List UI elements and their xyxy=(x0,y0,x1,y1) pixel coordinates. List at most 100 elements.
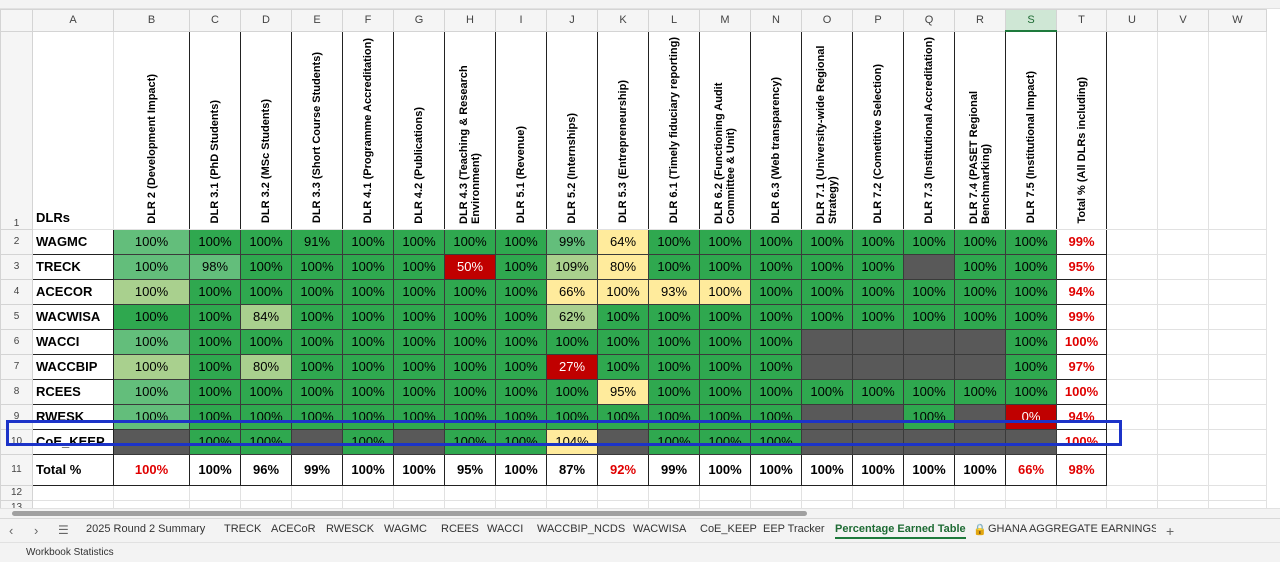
row-total-cell[interactable]: 97% xyxy=(1056,353,1107,380)
center-name-cell[interactable]: RCEES xyxy=(32,378,114,405)
percentage-cell[interactable]: 100% xyxy=(113,378,190,405)
percentage-cell[interactable]: 100% xyxy=(444,228,496,255)
percentage-cell[interactable]: 100% xyxy=(1005,353,1057,380)
column-total-cell[interactable]: 96% xyxy=(240,453,292,486)
percentage-cell[interactable]: 100% xyxy=(342,228,394,255)
empty-cell[interactable] xyxy=(1106,378,1158,405)
empty-cell[interactable] xyxy=(750,484,802,501)
tab-rcees[interactable]: RCEES xyxy=(441,523,479,535)
column-header-s[interactable]: S xyxy=(1005,9,1057,32)
percentage-cell[interactable]: 66% xyxy=(546,278,598,305)
percentage-cell[interactable]: 100% xyxy=(699,303,751,330)
tab-rwesck[interactable]: RWESCK xyxy=(326,523,375,535)
column-total-cell[interactable]: 98% xyxy=(1056,453,1107,486)
workbook-statistics-button[interactable]: Workbook Statistics xyxy=(26,547,114,558)
row-header[interactable]: 8 xyxy=(0,378,33,405)
percentage-cell[interactable]: 100% xyxy=(291,303,343,330)
empty-cell[interactable] xyxy=(1208,353,1267,380)
empty-cell[interactable] xyxy=(699,484,751,501)
column-total-cell[interactable]: 100% xyxy=(903,453,955,486)
dlr-header-cell[interactable]: DLR 5.1 (Revenue) xyxy=(495,30,547,230)
percentage-cell[interactable]: 100% xyxy=(852,228,904,255)
column-header-r[interactable]: R xyxy=(954,9,1006,32)
percentage-cell[interactable]: 100% xyxy=(1005,253,1057,280)
empty-cell[interactable] xyxy=(444,484,496,501)
percentage-cell[interactable]: 100% xyxy=(393,378,445,405)
row-total-cell[interactable]: 100% xyxy=(1056,428,1107,455)
percentage-cell[interactable]: 100% xyxy=(903,228,955,255)
percentage-cell[interactable] xyxy=(852,353,904,380)
empty-cell[interactable] xyxy=(1208,403,1267,430)
percentage-cell[interactable] xyxy=(801,328,853,355)
percentage-cell[interactable]: 100% xyxy=(699,378,751,405)
dlr-header-cell[interactable]: DLR 2 (Development Impact) xyxy=(113,30,190,230)
empty-cell[interactable] xyxy=(32,484,114,501)
percentage-cell[interactable]: 100% xyxy=(342,428,394,455)
percentage-cell[interactable] xyxy=(801,428,853,455)
percentage-cell[interactable]: 100% xyxy=(342,378,394,405)
percentage-cell[interactable]: 100% xyxy=(495,228,547,255)
empty-cell[interactable] xyxy=(1106,484,1158,501)
center-name-cell[interactable]: WAGMC xyxy=(32,228,114,255)
dlr-header-cell[interactable]: DLR 3.3 (Short Course Students) xyxy=(291,30,343,230)
column-header-c[interactable]: C xyxy=(189,9,241,32)
dlr-header-cell[interactable]: DLR 6.1 (Timely fiduciary reporting) xyxy=(648,30,700,230)
percentage-cell[interactable]: 100% xyxy=(852,303,904,330)
empty-cell[interactable] xyxy=(1208,228,1267,255)
center-name-cell[interactable]: WACWISA xyxy=(32,303,114,330)
percentage-cell[interactable]: 100% xyxy=(291,328,343,355)
column-total-cell[interactable]: 100% xyxy=(342,453,394,486)
percentage-cell[interactable]: 100% xyxy=(495,328,547,355)
empty-cell[interactable] xyxy=(1106,228,1158,255)
percentage-cell[interactable]: 100% xyxy=(648,253,700,280)
percentage-cell[interactable]: 100% xyxy=(954,253,1006,280)
empty-cell[interactable] xyxy=(1157,428,1209,455)
center-name-cell[interactable]: WACCI xyxy=(32,328,114,355)
empty-cell[interactable] xyxy=(852,484,904,501)
empty-cell[interactable] xyxy=(546,484,598,501)
center-name-cell[interactable]: WACCBIP xyxy=(32,353,114,380)
percentage-cell[interactable]: 100% xyxy=(495,303,547,330)
percentage-cell[interactable]: 100% xyxy=(495,403,547,430)
empty-cell[interactable] xyxy=(1106,303,1158,330)
empty-cell[interactable] xyxy=(1157,303,1209,330)
empty-cell[interactable] xyxy=(1157,328,1209,355)
percentage-cell[interactable]: 84% xyxy=(240,303,292,330)
percentage-cell[interactable]: 100% xyxy=(801,378,853,405)
column-total-cell[interactable]: 92% xyxy=(597,453,649,486)
empty-cell[interactable] xyxy=(113,484,190,501)
column-header-f[interactable]: F xyxy=(342,9,394,32)
percentage-cell[interactable]: 100% xyxy=(750,353,802,380)
percentage-cell[interactable]: 100% xyxy=(750,278,802,305)
percentage-cell[interactable]: 100% xyxy=(291,278,343,305)
row-header[interactable]: 4 xyxy=(0,278,33,305)
column-header-t[interactable]: T xyxy=(1056,9,1107,32)
empty-cell[interactable] xyxy=(801,484,853,501)
percentage-cell[interactable]: 100% xyxy=(189,303,241,330)
tab-2025-round-2-summary[interactable]: 2025 Round 2 Summary xyxy=(86,523,206,535)
percentage-cell[interactable]: 100% xyxy=(903,303,955,330)
percentage-cell[interactable] xyxy=(393,428,445,455)
percentage-cell[interactable] xyxy=(597,428,649,455)
dlr-header-cell[interactable]: DLR 3.1 (PhD Students) xyxy=(189,30,241,230)
percentage-cell[interactable]: 100% xyxy=(852,278,904,305)
dlr-header-cell[interactable]: DLR 5.3 (Entrepreneurship) xyxy=(597,30,649,230)
dlr-header-cell[interactable]: DLR 7.5 (Institutional Impact) xyxy=(1005,30,1057,230)
column-header-d[interactable]: D xyxy=(240,9,292,32)
column-header-a[interactable]: A xyxy=(32,9,114,32)
percentage-cell[interactable]: 100% xyxy=(546,403,598,430)
percentage-cell[interactable]: 100% xyxy=(291,353,343,380)
percentage-cell[interactable] xyxy=(954,428,1006,455)
percentage-cell[interactable]: 27% xyxy=(546,353,598,380)
percentage-cell[interactable]: 100% xyxy=(393,353,445,380)
percentage-cell[interactable]: 100% xyxy=(342,353,394,380)
percentage-cell[interactable]: 100% xyxy=(852,253,904,280)
column-header-i[interactable]: I xyxy=(495,9,547,32)
percentage-cell[interactable]: 100% xyxy=(852,378,904,405)
percentage-cell[interactable]: 93% xyxy=(648,278,700,305)
percentage-cell[interactable]: 100% xyxy=(801,228,853,255)
dlr-header-cell[interactable]: DLR 7.4 (PASET Regional Benchmarking) xyxy=(954,30,1006,230)
percentage-cell[interactable]: 95% xyxy=(597,378,649,405)
percentage-cell[interactable]: 100% xyxy=(189,328,241,355)
percentage-cell[interactable]: 100% xyxy=(393,278,445,305)
